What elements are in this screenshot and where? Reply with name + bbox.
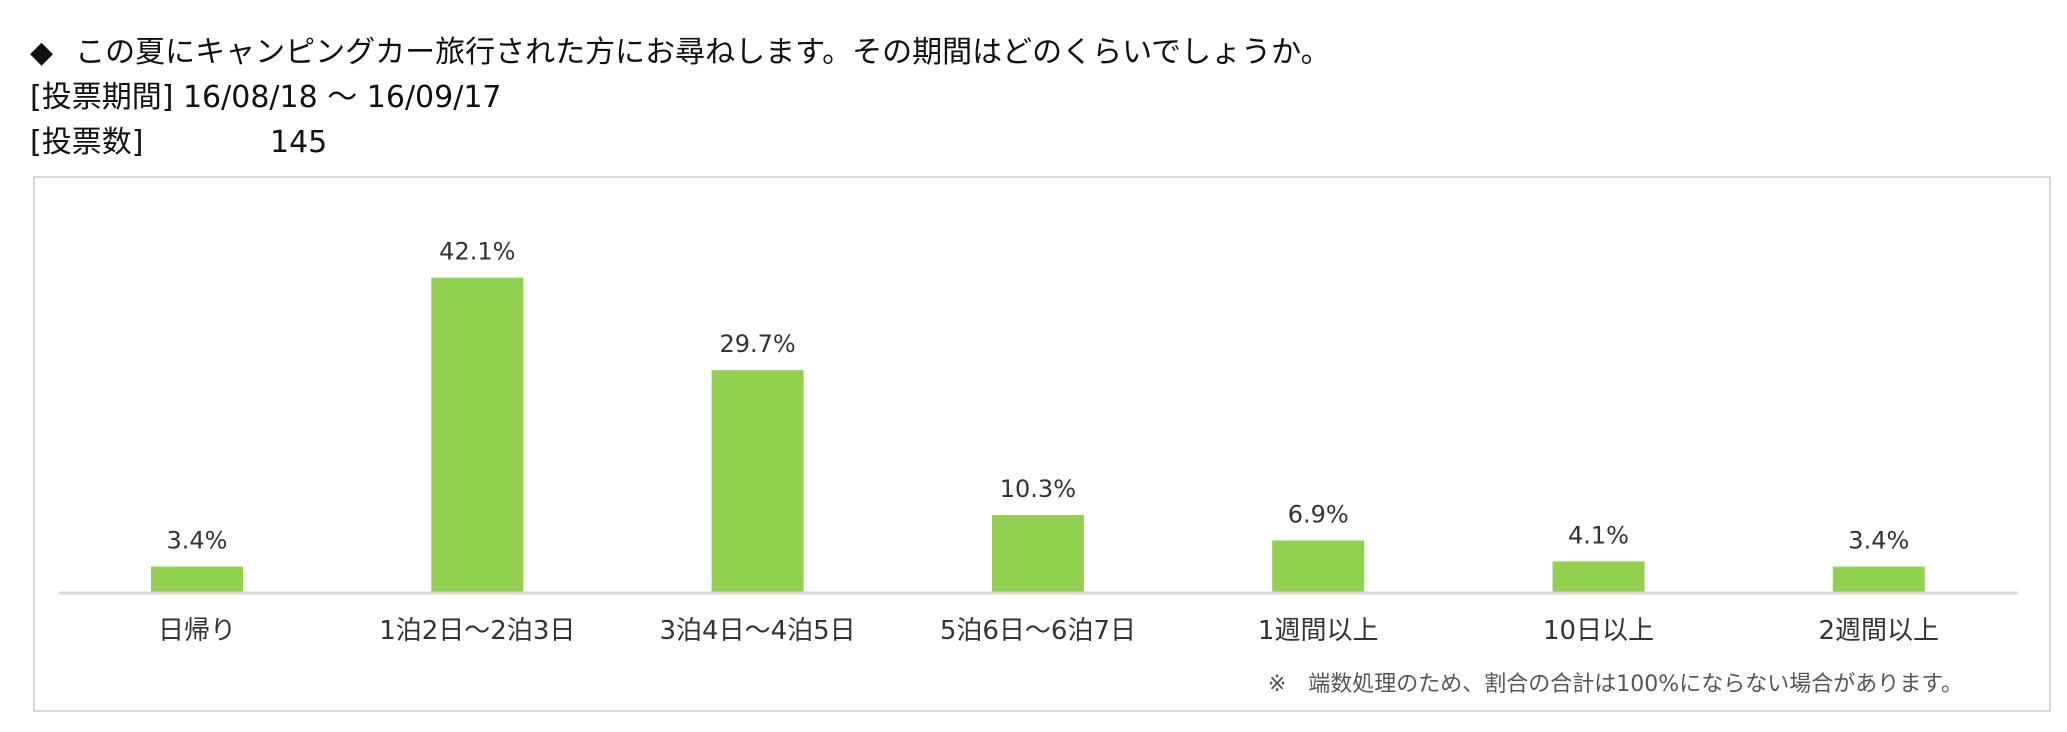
data-label: 3.4% [167, 527, 228, 555]
data-label: 10.3% [1000, 475, 1076, 503]
data-label: 29.7% [719, 330, 795, 358]
question-text: この夏にキャンピングカー旅行された方にお尋ねします。その期間はどのくらいでしょう… [75, 35, 1331, 70]
bar [711, 370, 804, 592]
bar [431, 277, 524, 592]
bar [1832, 566, 1925, 592]
category-label: 日帰り [158, 616, 236, 646]
bar-chart: 3.4% 日帰り 42.1% 1泊2日～2泊3日 29.7% 3泊4日～4泊5日 10.3%… [59, 238, 2018, 646]
data-label: 4.1% [1568, 521, 1629, 549]
votes-label: [投票数] [30, 125, 144, 160]
category-label: 3泊4日～4泊5日 [660, 616, 856, 646]
category-label: 10日以上 [1543, 616, 1654, 646]
bar [991, 515, 1084, 592]
category-label: 1週間以上 [1258, 616, 1379, 646]
votes-value: 145 [270, 125, 328, 160]
data-label: 42.1% [439, 238, 515, 266]
question-title: ◆ この夏にキャンピングカー旅行された方にお尋ねします。その期間はどのくらいでしょ… [30, 34, 1331, 72]
bar [1552, 561, 1645, 592]
category-label: 2週間以上 [1819, 616, 1940, 646]
voting-period: [投票期間] 16/08/18 ～ 16/09/17 [30, 79, 502, 117]
vote-count: [投票数] 145 [30, 124, 327, 162]
category-label: 5泊6日～6泊7日 [940, 616, 1136, 646]
category-label: 1泊2日～2泊3日 [379, 616, 575, 646]
bar [1272, 540, 1365, 592]
footnote: ※ 端数処理のため、割合の合計は100%にならない場合があります。 [1267, 672, 1963, 697]
chart-area: 3.4% 日帰り 42.1% 1泊2日～2泊3日 29.7% 3泊4日～4泊5日 10.3%… [33, 176, 2051, 712]
period-label: [投票期間] [30, 80, 174, 115]
bar [151, 566, 243, 592]
data-label: 6.9% [1288, 501, 1349, 529]
period-value: 16/08/18 ～ 16/09/17 [182, 80, 502, 115]
data-label: 3.4% [1848, 527, 1909, 555]
diamond-icon: ◆ [30, 35, 54, 70]
